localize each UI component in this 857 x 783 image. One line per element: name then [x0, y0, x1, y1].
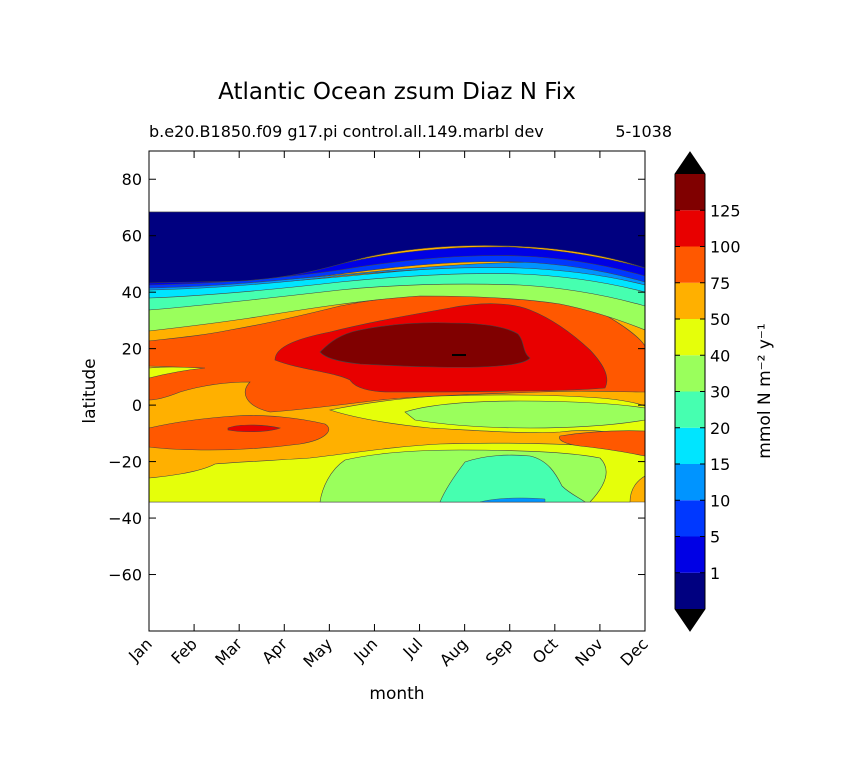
x-tick-label: Nov — [571, 634, 607, 670]
contour-region-75-100-south — [149, 415, 330, 451]
contour-region-15-20-north — [149, 265, 645, 299]
y-tick-label: −20 — [108, 453, 142, 472]
colorbar-swatch — [675, 572, 705, 609]
colorbar-swatch — [675, 210, 705, 247]
x-tick-label: Oct — [529, 634, 562, 667]
colorbar-level-label: 20 — [710, 419, 730, 438]
x-tick-label: Dec — [616, 634, 651, 669]
colorbar-level-label: 50 — [710, 310, 730, 329]
chart-subtitle-right: 5-1038 — [615, 122, 672, 141]
colorbar-swatch — [675, 174, 705, 211]
chart-subtitle-left: b.e20.B1850.f09 g17.pi control.all.149.m… — [149, 122, 544, 141]
x-tick-label: May — [299, 634, 336, 671]
x-tick-label: Sep — [482, 634, 517, 669]
y-tick-label: −60 — [108, 566, 142, 585]
contour-region-125-plus — [319, 322, 531, 368]
contour-region-20-30 — [439, 454, 586, 503]
contour-region-100-125-south — [227, 424, 282, 433]
colorbar-swatch — [675, 319, 705, 356]
colorbar-level-label: 100 — [710, 238, 741, 257]
colorbar-swatch — [675, 427, 705, 464]
colorbar-level-label: 10 — [710, 491, 730, 510]
x-tick-label: Apr — [258, 634, 291, 667]
y-tick-label: 80 — [122, 170, 142, 189]
y-tick-label: 60 — [122, 227, 142, 246]
colorbar-swatch — [675, 355, 705, 392]
colorbar-swatch — [675, 246, 705, 283]
x-tick-label: Jul — [399, 634, 427, 662]
colorbar-level-label: 1 — [710, 564, 720, 583]
colorbar-level-label: 75 — [710, 274, 730, 293]
colorbar-level-label: 15 — [710, 455, 730, 474]
colorbar-swatch — [675, 536, 705, 573]
y-axis: 80 60 40 20 0 −20 −40 −60 — [108, 170, 645, 585]
x-tick-label: Aug — [436, 634, 472, 670]
colorbar-level-label: 40 — [710, 346, 730, 365]
contour-region-15-20-sliver — [479, 497, 546, 503]
chart-title: Atlantic Ocean zsum Diaz N Fix — [218, 79, 576, 105]
colorbar-level-label: 5 — [710, 528, 720, 547]
contour-region-below-1 — [149, 211, 645, 284]
colorbar-label: mmol N m⁻² y⁻¹ — [755, 323, 775, 458]
colorbar-level-label: 30 — [710, 383, 730, 402]
colorbar-outline — [674, 151, 706, 632]
colorbar-extend-max — [675, 152, 705, 174]
y-tick-label: 20 — [122, 340, 142, 359]
y-tick-label: 40 — [122, 283, 142, 302]
x-axis-label: month — [369, 684, 424, 704]
y-tick-label: −40 — [108, 509, 142, 528]
colorbar-level-label: 125 — [710, 201, 741, 220]
colorbar-extend-min — [675, 609, 705, 631]
x-tick-label: Jan — [124, 634, 156, 666]
contour-region-10-15-north — [149, 261, 645, 291]
plot-frame — [148, 150, 646, 632]
x-tick-label: Mar — [211, 634, 246, 669]
y-axis-label: latitude — [80, 358, 100, 423]
colorbar-swatch — [675, 464, 705, 501]
colorbar-swatch — [675, 282, 705, 319]
contour-region-30-40-equator — [404, 400, 645, 429]
colorbar-swatch — [675, 391, 705, 428]
x-tick-label: Feb — [167, 634, 200, 667]
colorbar-swatch — [675, 500, 705, 537]
contour-region-75-100-east — [559, 430, 645, 457]
y-tick-label: 0 — [132, 396, 142, 415]
x-tick-label: Jun — [349, 634, 381, 666]
plot-area — [149, 151, 645, 631]
